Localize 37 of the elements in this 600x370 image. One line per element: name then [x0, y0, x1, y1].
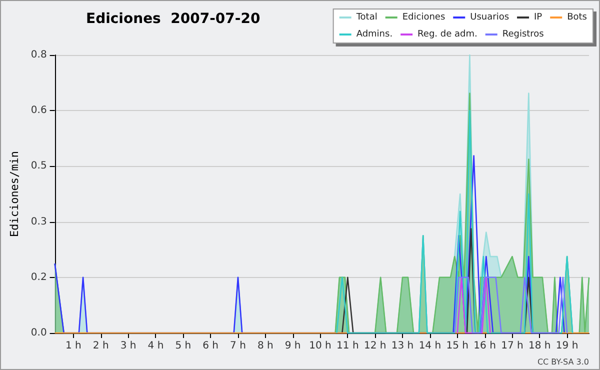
y-tick-label: 0.6	[30, 105, 47, 116]
x-tick-label: 17 h	[501, 340, 524, 352]
x-tick-label: 7 h	[230, 340, 246, 352]
x-tick-label: 13 h	[391, 340, 414, 352]
legend-label: Reg. de adm.	[418, 30, 478, 40]
legend-label: Usuarios	[470, 12, 510, 22]
x-tick-label: 19 h	[556, 340, 578, 352]
x-tick-label: 8 h	[257, 340, 274, 352]
legend-label: Total	[355, 12, 378, 22]
x-tick-label: 15 h	[446, 340, 468, 352]
x-tick-label: 2 h	[92, 340, 109, 352]
legend-label: IP	[534, 12, 543, 22]
x-tick-label: 18 h	[528, 340, 551, 352]
chart-title: Ediciones 2007-07-20	[86, 11, 260, 27]
x-tick-label: 1 h	[66, 340, 82, 352]
x-tick-label: 10 h	[309, 340, 332, 352]
x-tick-label: 9 h	[284, 340, 301, 352]
x-tick-label: 3 h	[120, 340, 136, 352]
legend-label: Ediciones	[402, 12, 446, 22]
y-tick-label: 0.2	[30, 272, 47, 283]
line-series	[336, 110, 574, 334]
y-tick-label: 0.8	[30, 50, 47, 60]
y-axis-title: Ediciones/min	[8, 150, 21, 238]
legend-label: Registros	[502, 30, 544, 40]
y-tick-label: 0.0	[30, 328, 47, 338]
x-tick-label: 4 h	[148, 340, 164, 352]
x-tick-label: 11 h	[336, 340, 359, 352]
legend-label: Bots	[567, 12, 588, 22]
legend-label: Admins.	[356, 30, 393, 40]
x-tick-label: 12 h	[364, 340, 386, 352]
x-tick-label: 16 h	[474, 340, 496, 352]
y-tick-label: 0.3	[30, 216, 47, 228]
x-tick-label: 6 h	[202, 340, 219, 352]
text: CC BY-SA 3.0	[537, 358, 590, 366]
x-tick-label: 14 h	[418, 340, 442, 352]
x-tick-label: 5 h	[175, 340, 192, 352]
y-tick-label: 0.5	[30, 160, 47, 172]
